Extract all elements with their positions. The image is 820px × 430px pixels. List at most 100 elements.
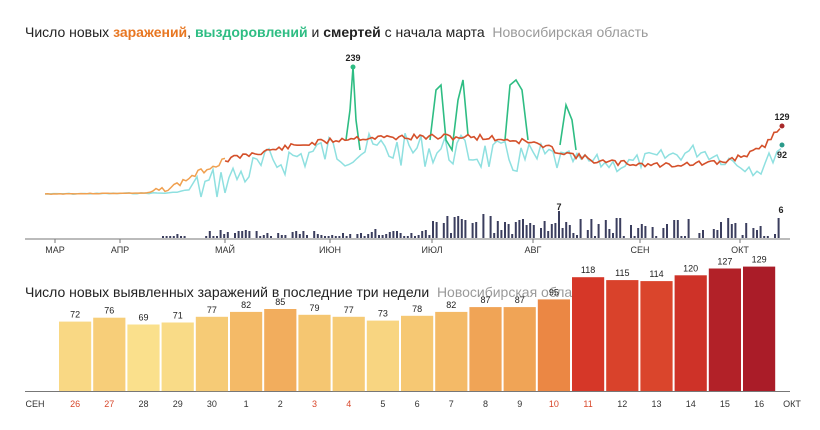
deaths-bar bbox=[475, 222, 478, 238]
deaths-bar bbox=[421, 231, 424, 238]
bar-value-label: 69 bbox=[138, 313, 148, 323]
deaths-bar bbox=[619, 218, 622, 238]
deaths-bar bbox=[633, 236, 636, 238]
bar bbox=[59, 321, 92, 391]
bar-value-label: 77 bbox=[344, 305, 354, 315]
deaths-bar bbox=[342, 233, 344, 238]
recoveries-end-point bbox=[779, 142, 785, 148]
deaths-bar bbox=[561, 228, 564, 238]
deaths-bar bbox=[417, 235, 420, 238]
month-end-label: ОКТ bbox=[783, 399, 801, 409]
deaths-bar bbox=[392, 231, 395, 238]
deaths-bar bbox=[644, 226, 647, 238]
month-label: АВГ bbox=[525, 245, 542, 255]
infections-last-label: 129 bbox=[774, 112, 789, 122]
category-label: 13 bbox=[651, 399, 661, 409]
recoveries-line bbox=[45, 131, 782, 198]
deaths-bar bbox=[378, 235, 380, 238]
deaths-bar bbox=[608, 229, 611, 238]
month-label: ОКТ bbox=[731, 245, 749, 255]
deaths-bar bbox=[298, 234, 301, 238]
deaths-bar bbox=[547, 231, 550, 238]
deaths-bar bbox=[176, 234, 179, 238]
deaths-bar bbox=[388, 232, 391, 238]
deaths-bar bbox=[356, 234, 359, 238]
deaths-bar bbox=[381, 235, 384, 238]
deaths-bar bbox=[579, 219, 582, 238]
deaths-bar bbox=[331, 235, 334, 238]
deaths-bar bbox=[637, 228, 640, 238]
category-label: 29 bbox=[173, 399, 183, 409]
deaths-bar bbox=[255, 231, 258, 238]
deaths-bar bbox=[457, 216, 460, 238]
deaths-bar bbox=[622, 236, 625, 238]
bar-value-label: 79 bbox=[309, 303, 319, 313]
deaths-bar bbox=[554, 223, 557, 238]
deaths-bar bbox=[162, 236, 164, 238]
bar bbox=[161, 322, 194, 391]
deaths-bar bbox=[226, 232, 229, 238]
deaths-bar bbox=[324, 236, 326, 238]
deaths-bar bbox=[662, 228, 665, 238]
deaths-bar bbox=[676, 220, 679, 238]
bar bbox=[298, 314, 331, 391]
deaths-bar bbox=[248, 231, 251, 238]
deaths-bar bbox=[712, 229, 715, 238]
infections-end-point bbox=[779, 123, 785, 129]
category-label: 5 bbox=[380, 399, 385, 409]
category-label: 8 bbox=[483, 399, 488, 409]
category-label: 26 bbox=[70, 399, 80, 409]
deaths-bar bbox=[396, 231, 398, 238]
deaths-bar bbox=[385, 234, 388, 238]
bar bbox=[606, 280, 639, 391]
deaths-bar bbox=[237, 231, 240, 238]
title-part-7: с начала марта bbox=[380, 24, 485, 40]
category-label: 7 bbox=[449, 399, 454, 409]
deaths-bar bbox=[576, 235, 578, 238]
bar bbox=[127, 324, 160, 391]
deaths-bar bbox=[216, 236, 218, 238]
month-label: МАЙ bbox=[215, 244, 235, 255]
deaths-bar bbox=[277, 233, 280, 238]
deaths-bar bbox=[406, 236, 409, 238]
infections-line bbox=[224, 128, 781, 169]
bar bbox=[469, 307, 502, 391]
deaths-bar bbox=[460, 219, 463, 238]
recoveries-peak-segment bbox=[429, 79, 469, 153]
deaths-bar bbox=[504, 222, 506, 238]
bar bbox=[332, 316, 365, 392]
deaths-bar bbox=[655, 236, 658, 238]
deaths-bar bbox=[259, 236, 262, 238]
deaths-bar bbox=[673, 220, 676, 238]
category-label: 12 bbox=[617, 399, 627, 409]
deaths-bar bbox=[464, 220, 467, 238]
deaths-bar bbox=[345, 236, 348, 238]
deaths-bar bbox=[306, 235, 308, 238]
bar-value-label: 120 bbox=[683, 263, 698, 273]
deaths-bar bbox=[540, 228, 542, 238]
bar bbox=[708, 268, 741, 391]
month-start-label: СЕН bbox=[25, 399, 44, 409]
deaths-bar bbox=[518, 220, 521, 238]
deaths-bar bbox=[777, 218, 780, 238]
deaths-bar bbox=[734, 223, 737, 238]
bar-value-label: 87 bbox=[480, 295, 490, 305]
deaths-bar bbox=[399, 233, 402, 238]
category-label: 2 bbox=[278, 399, 283, 409]
title-deaths: смертей bbox=[323, 24, 381, 40]
title-infections: заражений bbox=[113, 24, 188, 40]
deaths-bar bbox=[774, 234, 776, 238]
deaths-bar bbox=[763, 236, 766, 238]
month-label: СЕН bbox=[630, 245, 649, 255]
deaths-peak-label: 7 bbox=[556, 202, 561, 212]
deaths-bar bbox=[525, 225, 528, 238]
deaths-bar bbox=[349, 234, 352, 238]
deaths-bar bbox=[280, 235, 283, 238]
deaths-bar bbox=[370, 232, 373, 238]
deaths-bar bbox=[360, 233, 362, 238]
category-label: 11 bbox=[583, 399, 592, 409]
bar bbox=[195, 316, 228, 392]
bar-value-label: 118 bbox=[581, 265, 595, 275]
deaths-bar bbox=[410, 233, 413, 238]
recoveries-last-label: 92 bbox=[777, 150, 787, 160]
